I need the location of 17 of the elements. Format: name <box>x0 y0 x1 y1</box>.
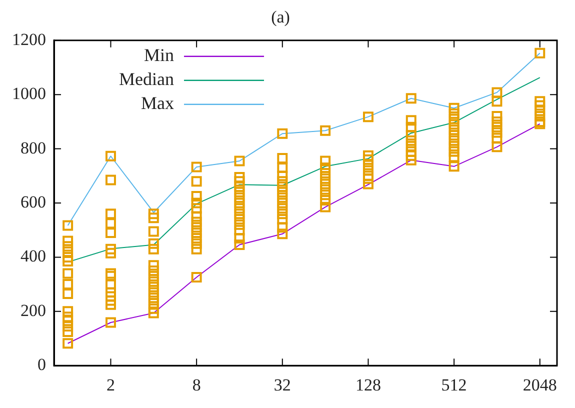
y-tick-label: 1200 <box>12 30 46 49</box>
x-tick-label: 2 <box>106 375 115 394</box>
x-tick-label: 32 <box>274 375 291 394</box>
y-tick-label: 400 <box>20 246 46 266</box>
chart-title: (a) <box>271 8 290 27</box>
x-tick-label: 2048 <box>522 375 557 394</box>
x-tick-label: 8 <box>192 375 201 394</box>
legend-label: Median <box>119 69 174 90</box>
y-tick-label: 0 <box>38 355 46 374</box>
legend-label: Max <box>141 93 174 114</box>
y-tick-label: 1000 <box>12 84 46 104</box>
y-tick-label: 200 <box>20 300 46 320</box>
legend-label: Min <box>144 45 174 66</box>
y-tick-label: 800 <box>20 138 46 158</box>
x-tick-label: 512 <box>441 375 467 394</box>
x-tick-label: 128 <box>355 375 381 394</box>
y-tick-label: 600 <box>20 192 46 212</box>
